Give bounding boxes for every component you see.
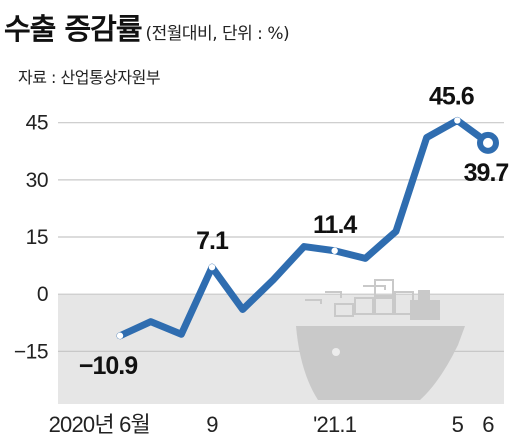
source-note: 자료 : 산업통상자원부 (18, 68, 161, 87)
data-point-marker (208, 263, 216, 271)
x-tick-label: '21.1 (313, 412, 357, 437)
chart-title: 수출 증감률 (4, 12, 142, 46)
x-tick-label: 2020년 6월 (49, 412, 150, 437)
data-point (477, 131, 499, 154)
data-labels: −10.9 7.1 11.4 45.6 39.7 (79, 82, 510, 380)
y-tick-label: 0 (37, 283, 48, 306)
chart-subtitle: (전월대비, 단위 : %) (145, 24, 290, 44)
data-label: 11.4 (313, 211, 357, 239)
data-label: 39.7 (464, 159, 509, 187)
y-tick-label: 45 (26, 112, 48, 135)
data-label: 45.6 (429, 82, 474, 110)
series-line (116, 116, 492, 340)
y-axis-ticks: 45 30 15 0 −15 (14, 112, 49, 364)
data-label: 7.1 (196, 227, 229, 255)
data-point-marker (454, 117, 461, 124)
data-point-marker (331, 247, 338, 254)
data-label: −10.9 (79, 352, 137, 380)
x-axis-ticks: 2020년 6월 9 '21.1 5 6 (49, 412, 495, 437)
data-point-marker (116, 332, 124, 339)
y-tick-label: −15 (14, 340, 48, 363)
x-tick-label: 6 (482, 412, 494, 437)
y-tick-label: 15 (26, 226, 48, 249)
cargo-ship-icon (296, 279, 465, 400)
x-tick-label: 5 (452, 412, 464, 437)
title-row: 수출 증감률 (전월대비, 단위 : %) (4, 6, 290, 48)
y-tick-label: 30 (26, 169, 48, 192)
x-tick-label: 9 (206, 412, 218, 437)
data-points (116, 117, 499, 339)
